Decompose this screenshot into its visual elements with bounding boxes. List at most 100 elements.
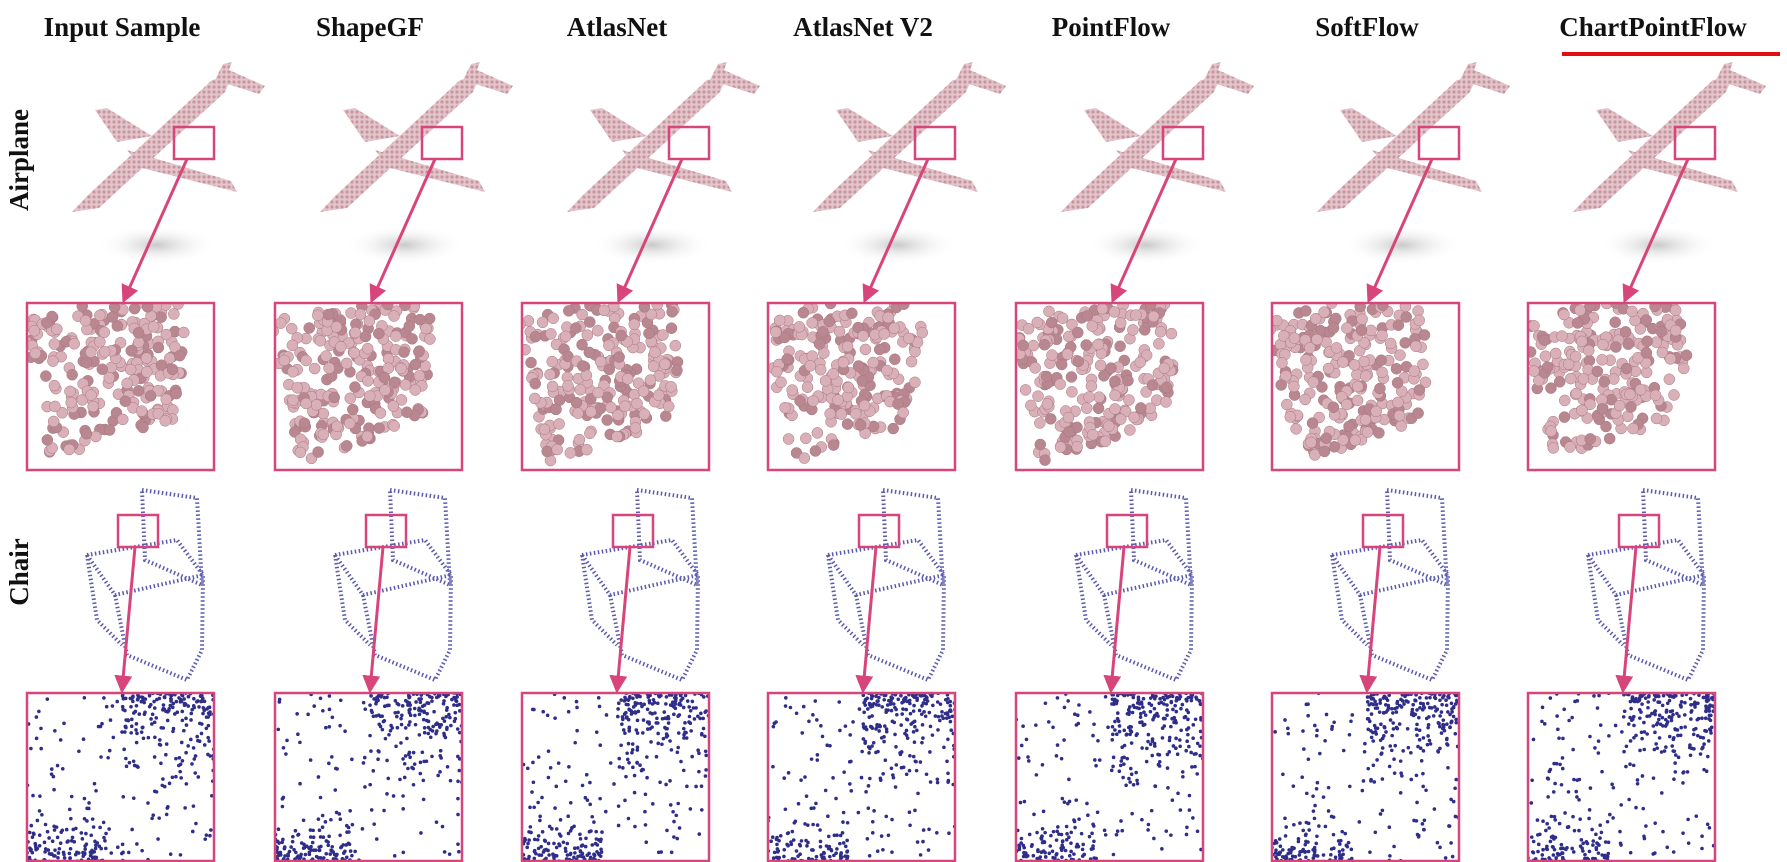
point [1041, 827, 1045, 831]
point [1181, 770, 1185, 774]
point [1379, 722, 1383, 726]
point [665, 716, 669, 720]
point [345, 824, 349, 828]
point [45, 697, 49, 701]
point [589, 829, 593, 833]
point [546, 713, 550, 717]
point [1559, 395, 1570, 406]
point [703, 710, 707, 714]
point [649, 740, 653, 744]
point [661, 717, 665, 721]
point [921, 840, 925, 844]
point [946, 780, 950, 784]
point [384, 737, 388, 741]
point [1035, 439, 1046, 450]
point [414, 723, 418, 727]
point [912, 709, 916, 713]
point [1178, 738, 1182, 742]
point [1699, 752, 1703, 756]
point [74, 827, 78, 831]
point [1556, 852, 1560, 856]
point [1381, 777, 1385, 781]
point [1307, 850, 1311, 854]
point [1415, 727, 1419, 731]
point [291, 840, 295, 844]
point [1620, 326, 1631, 337]
point [1026, 755, 1030, 759]
point [1595, 841, 1599, 845]
point [1370, 736, 1374, 740]
point [168, 704, 172, 708]
point [1652, 698, 1656, 702]
point [418, 708, 422, 712]
point [1445, 722, 1449, 726]
point [31, 835, 35, 839]
point [408, 711, 412, 715]
point [81, 837, 85, 841]
point [1392, 397, 1403, 408]
point [855, 419, 866, 430]
point [590, 815, 594, 819]
point [1374, 830, 1378, 834]
point [652, 299, 663, 310]
point [1672, 736, 1676, 740]
point [848, 782, 852, 786]
point [805, 794, 809, 798]
point [528, 806, 532, 810]
point [1411, 703, 1415, 707]
point [1160, 396, 1171, 407]
point [59, 841, 63, 845]
point [1311, 794, 1315, 798]
point [1393, 744, 1397, 748]
point [1453, 786, 1457, 790]
point [53, 848, 57, 852]
point [679, 698, 683, 702]
point [1624, 389, 1635, 400]
point [565, 447, 576, 458]
point [689, 807, 693, 811]
zoom-region [613, 515, 653, 547]
point [133, 385, 144, 396]
point [1175, 696, 1179, 700]
point [547, 381, 558, 392]
point [694, 706, 698, 710]
point [1313, 724, 1317, 728]
point [773, 851, 777, 855]
point [862, 701, 866, 705]
point [776, 377, 787, 388]
point [1614, 400, 1625, 411]
point [538, 814, 542, 818]
point [800, 433, 811, 444]
point [1283, 718, 1287, 722]
point [1708, 703, 1712, 707]
point [1429, 742, 1433, 746]
point [1193, 752, 1197, 756]
point [456, 779, 460, 783]
point [1415, 723, 1419, 727]
point [55, 825, 59, 829]
point [1593, 746, 1597, 750]
point [193, 771, 197, 775]
point [1301, 829, 1305, 833]
point [1063, 706, 1067, 710]
point [331, 716, 335, 720]
point [301, 398, 312, 409]
point [422, 798, 426, 802]
point [394, 699, 398, 703]
point [581, 784, 585, 788]
point [1641, 774, 1645, 778]
point [379, 372, 390, 383]
point [1152, 837, 1156, 841]
point [879, 778, 883, 782]
point [915, 728, 919, 732]
point [1622, 750, 1626, 754]
point [1560, 783, 1564, 787]
point [673, 696, 677, 700]
point [87, 801, 91, 805]
point [1532, 738, 1536, 742]
point [892, 702, 896, 706]
point [181, 759, 185, 763]
chair-part [142, 490, 202, 585]
point [1449, 841, 1453, 845]
point [1624, 765, 1628, 769]
